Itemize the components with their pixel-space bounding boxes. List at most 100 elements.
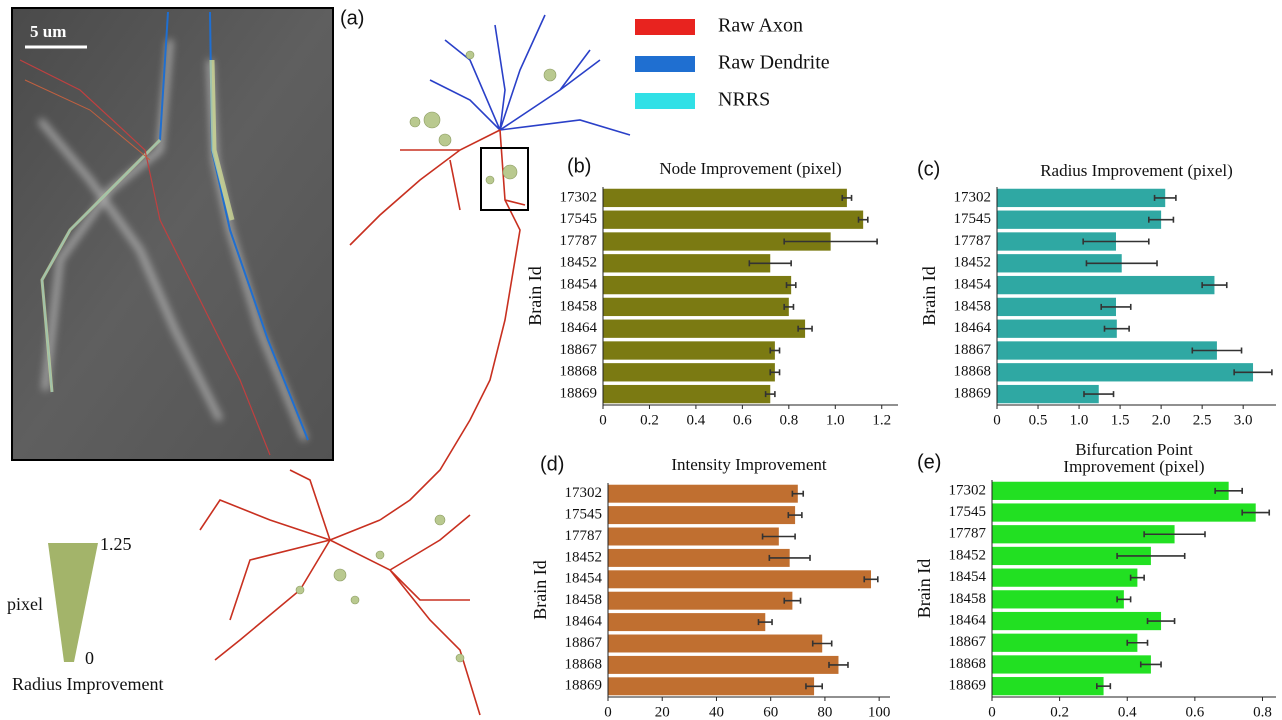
y-tick-label: 18458: [560, 298, 598, 314]
legend: Raw Axon Raw Dendrite NRRS: [635, 15, 830, 111]
x-tick-label: 0.4: [1118, 704, 1137, 720]
y-tick-label: 18869: [954, 386, 992, 402]
panel-label: (d): [540, 453, 564, 475]
radius-max: 1.25: [100, 534, 132, 554]
bar: [992, 503, 1256, 521]
x-tick-label: 0.6: [733, 412, 752, 428]
y-tick-label: 18452: [954, 255, 992, 271]
micrograph: [12, 8, 333, 460]
bar: [997, 341, 1217, 359]
y-tick-label: 18452: [560, 255, 598, 271]
bar: [608, 656, 838, 674]
bar: [603, 385, 770, 403]
y-tick-label: 17545: [954, 211, 992, 227]
bar: [992, 655, 1151, 673]
bar: [997, 189, 1165, 207]
x-tick-label: 2.5: [1193, 412, 1212, 428]
bar-chart: (d) Intensity Improvement Brain Id 17302 175…: [530, 453, 890, 720]
bar: [608, 635, 822, 653]
y-tick-label: 18868: [560, 364, 598, 380]
x-tick-label: 1.2: [872, 412, 891, 428]
y-tick-label: 18868: [949, 656, 987, 672]
panel-label: (e): [917, 451, 941, 473]
y-tick-label: 18458: [565, 592, 603, 608]
bar: [997, 211, 1161, 229]
y-tick-label: 17545: [949, 504, 987, 520]
y-tick-label: 18464: [565, 614, 603, 630]
bar: [603, 320, 805, 338]
x-tick-label: 0: [993, 412, 1001, 428]
x-tick-label: 0: [599, 412, 607, 428]
x-tick-label: 100: [868, 704, 891, 720]
x-tick-label: 1.5: [1111, 412, 1130, 428]
chart-title: Improvement (pixel): [1063, 457, 1204, 476]
y-axis-label: Brain Id: [914, 559, 934, 618]
bar: [608, 677, 814, 695]
y-tick-label: 18869: [565, 678, 603, 694]
x-tick-label: 1.0: [1070, 412, 1089, 428]
legend-label: NRRS: [718, 89, 770, 111]
y-axis-label: Brain Id: [919, 266, 939, 325]
y-tick-label: 18458: [954, 298, 992, 314]
bar: [992, 569, 1137, 587]
y-tick-label: 18454: [949, 569, 987, 585]
x-tick-label: 0.8: [779, 412, 798, 428]
y-tick-label: 18464: [954, 320, 992, 336]
y-tick-label: 17302: [560, 189, 598, 205]
bar: [997, 298, 1116, 316]
panel-label: (c): [917, 158, 940, 180]
x-tick-label: 2.0: [1152, 412, 1171, 428]
x-tick-label: 0.2: [640, 412, 659, 428]
x-tick-label: 0: [988, 704, 996, 720]
radius-unit: pixel: [7, 594, 43, 614]
legend-label: Raw Dendrite: [718, 52, 830, 74]
bar-chart: (c)Radius Improvement (pixel)Brain Id173…: [917, 158, 1276, 428]
x-tick-label: 40: [709, 704, 724, 720]
y-tick-label: 18867: [560, 342, 598, 358]
legend-swatch: [635, 93, 695, 109]
panel-label: (a): [340, 7, 364, 29]
y-tick-label: 18452: [565, 549, 603, 565]
y-tick-label: 17302: [949, 482, 987, 498]
y-tick-label: 18869: [560, 386, 598, 402]
y-axis-label: Brain Id: [530, 560, 550, 619]
y-tick-label: 17302: [565, 485, 603, 501]
panel-label: (b): [567, 155, 591, 177]
bar: [603, 341, 775, 359]
charts: (b) Node Improvement (pixel) Brain Id 17302…: [525, 155, 1276, 720]
y-tick-label: 18867: [954, 342, 992, 358]
legend-label: Raw Axon: [718, 15, 803, 37]
bar: [608, 592, 792, 610]
bar: [603, 298, 789, 316]
bar: [992, 677, 1104, 695]
radius-wedge: [48, 543, 98, 662]
y-tick-label: 18464: [949, 612, 987, 628]
y-tick-label: 18868: [565, 656, 603, 672]
bar: [608, 549, 790, 567]
chart-title: Node Improvement (pixel): [659, 159, 841, 178]
y-axis-label: Brain Id: [525, 266, 545, 325]
chart-title: Radius Improvement (pixel): [1040, 161, 1233, 180]
scale-bar-label: 5 um: [30, 22, 66, 41]
legend-swatch: [635, 56, 695, 72]
y-tick-label: 18452: [949, 547, 987, 563]
bar: [608, 485, 798, 503]
x-tick-label: 60: [763, 704, 778, 720]
y-tick-label: 17545: [565, 507, 603, 523]
bar: [992, 612, 1161, 630]
radius-title: Radius Improvement: [12, 674, 163, 694]
bar: [603, 276, 791, 294]
figure: 5 um (a) Raw Axon Raw Dendrite NRRS 1.25 0 p…: [0, 0, 1282, 720]
x-tick-label: 0.4: [687, 412, 706, 428]
bar: [608, 528, 779, 546]
x-tick-label: 1.0: [826, 412, 845, 428]
bar: [603, 254, 770, 272]
chart-title: Intensity Improvement: [671, 455, 827, 474]
x-tick-label: 0.8: [1253, 704, 1272, 720]
bar: [603, 211, 863, 229]
bar: [997, 276, 1214, 294]
page: 5 um (a) Raw Axon Raw Dendrite NRRS 1.25 0 p…: [0, 0, 1282, 720]
bar: [608, 613, 765, 631]
